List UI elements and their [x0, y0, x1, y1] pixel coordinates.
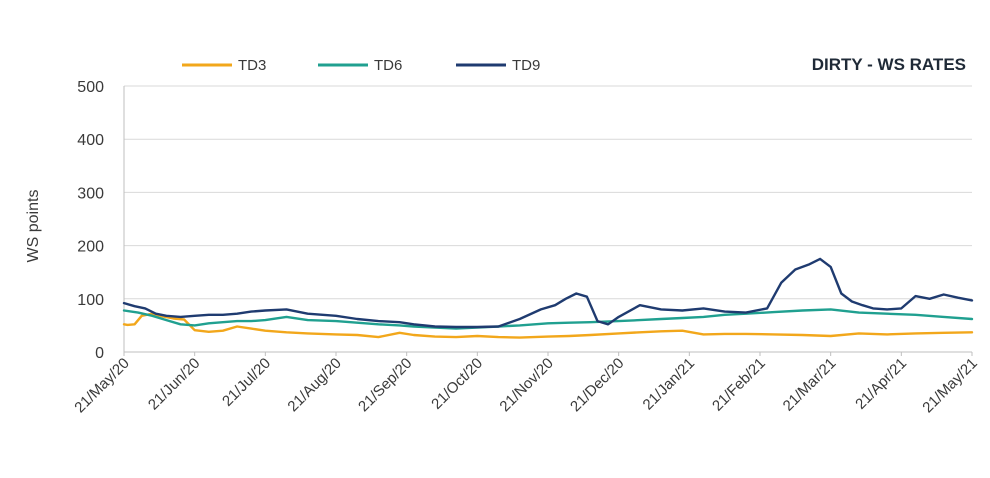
x-tick-label: 21/Apr/21 — [852, 355, 910, 413]
x-tick-label: 21/Feb/21 — [709, 355, 769, 415]
x-tick-label: 21/Jan/21 — [640, 355, 699, 414]
x-tick-label: 21/May/20 — [71, 355, 133, 417]
series-line-td9 — [122, 257, 974, 329]
y-tick-label: 100 — [77, 292, 104, 309]
y-tick-label: 0 — [95, 345, 104, 362]
chart-title: DIRTY - WS RATES — [812, 55, 966, 74]
y-tick-label: 400 — [77, 132, 104, 149]
series-line-td3 — [122, 312, 974, 339]
legend-label-td6: TD6 — [374, 57, 402, 74]
series-lines — [122, 257, 974, 339]
x-tick-label: 21/Dec/20 — [567, 355, 627, 415]
legend-label-td9: TD9 — [512, 57, 540, 74]
x-tick-label: 21/Aug/20 — [284, 355, 344, 415]
x-tick-label: 21/Sep/20 — [355, 355, 415, 415]
axes: 0 100 200 300 400 500 21/May/20 21/Jun/20 21/Jul… — [71, 79, 981, 416]
y-tick-label: 200 — [77, 239, 104, 256]
legend: TD3 TD6 TD9 — [182, 57, 540, 74]
x-tick-label: 21/Nov/20 — [496, 355, 556, 415]
x-tick-label: 21/Jul/20 — [219, 355, 274, 410]
x-tick-label: 21/Mar/21 — [780, 355, 840, 415]
legend-label-td3: TD3 — [238, 57, 266, 74]
y-axis-label: WS points — [25, 190, 42, 263]
x-tick-label: 21/May/21 — [919, 355, 981, 417]
y-tick-label: 500 — [77, 79, 104, 96]
x-tick-label: 21/Jun/20 — [145, 355, 204, 414]
x-tick-label: 21/Oct/20 — [428, 355, 486, 413]
y-tick-label: 300 — [77, 185, 104, 202]
